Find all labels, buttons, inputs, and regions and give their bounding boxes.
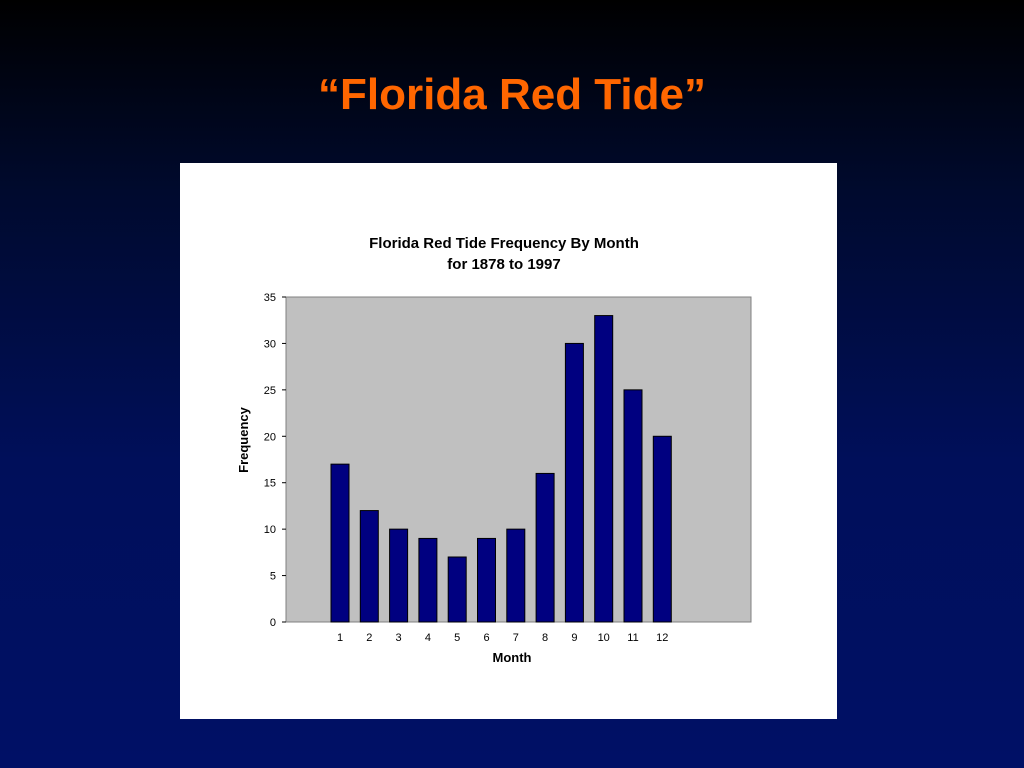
chart-panel: Florida Red Tide Frequency By Month for …: [180, 163, 837, 719]
x-axis-label: Month: [493, 650, 532, 665]
bar-month-10: [594, 315, 614, 623]
x-tick-label: 10: [598, 632, 610, 644]
bar-month-8: [535, 472, 555, 623]
y-tick-label: 30: [264, 338, 276, 350]
bar-month-7: [506, 528, 526, 623]
bar-chart: Florida Red Tide Frequency By Month for …: [236, 235, 752, 665]
x-tick-label: 2: [366, 632, 372, 644]
bar-month-4: [418, 537, 438, 623]
x-tick-label: 9: [571, 632, 577, 644]
y-tick-label: 0: [270, 617, 276, 629]
y-tick-label: 20: [264, 431, 276, 443]
x-tick-label: 4: [425, 632, 431, 644]
slide-title: “Florida Red Tide”: [318, 70, 706, 119]
x-tick-label: 11: [627, 632, 638, 644]
bar-month-12: [652, 435, 672, 623]
y-tick-label: 10: [264, 524, 276, 536]
bar-month-3: [389, 528, 409, 623]
bar-month-9: [564, 342, 584, 623]
y-axis-label: Frequency: [236, 406, 251, 473]
chart-title: Florida Red Tide Frequency By Month: [369, 235, 639, 252]
y-tick-label: 25: [264, 385, 276, 397]
x-tick-label: 1: [337, 632, 343, 644]
x-tick-label: 3: [396, 632, 402, 644]
chart-subtitle: for 1878 to 1997: [447, 256, 560, 273]
bar-month-5: [447, 556, 467, 623]
x-tick-label: 7: [513, 632, 519, 644]
x-tick-label: 6: [483, 632, 489, 644]
bar-month-6: [477, 537, 496, 623]
x-tick-label: 12: [656, 632, 668, 644]
bar-month-1: [330, 463, 350, 623]
y-tick-label: 35: [264, 292, 276, 304]
bar-month-11: [623, 389, 643, 623]
bars-group: [330, 315, 672, 623]
x-tick-label: 8: [542, 632, 548, 644]
x-tick-label: 5: [454, 632, 460, 644]
y-tick-label: 5: [270, 571, 276, 583]
y-tick-label: 15: [264, 478, 276, 490]
bar-month-2: [359, 510, 379, 623]
